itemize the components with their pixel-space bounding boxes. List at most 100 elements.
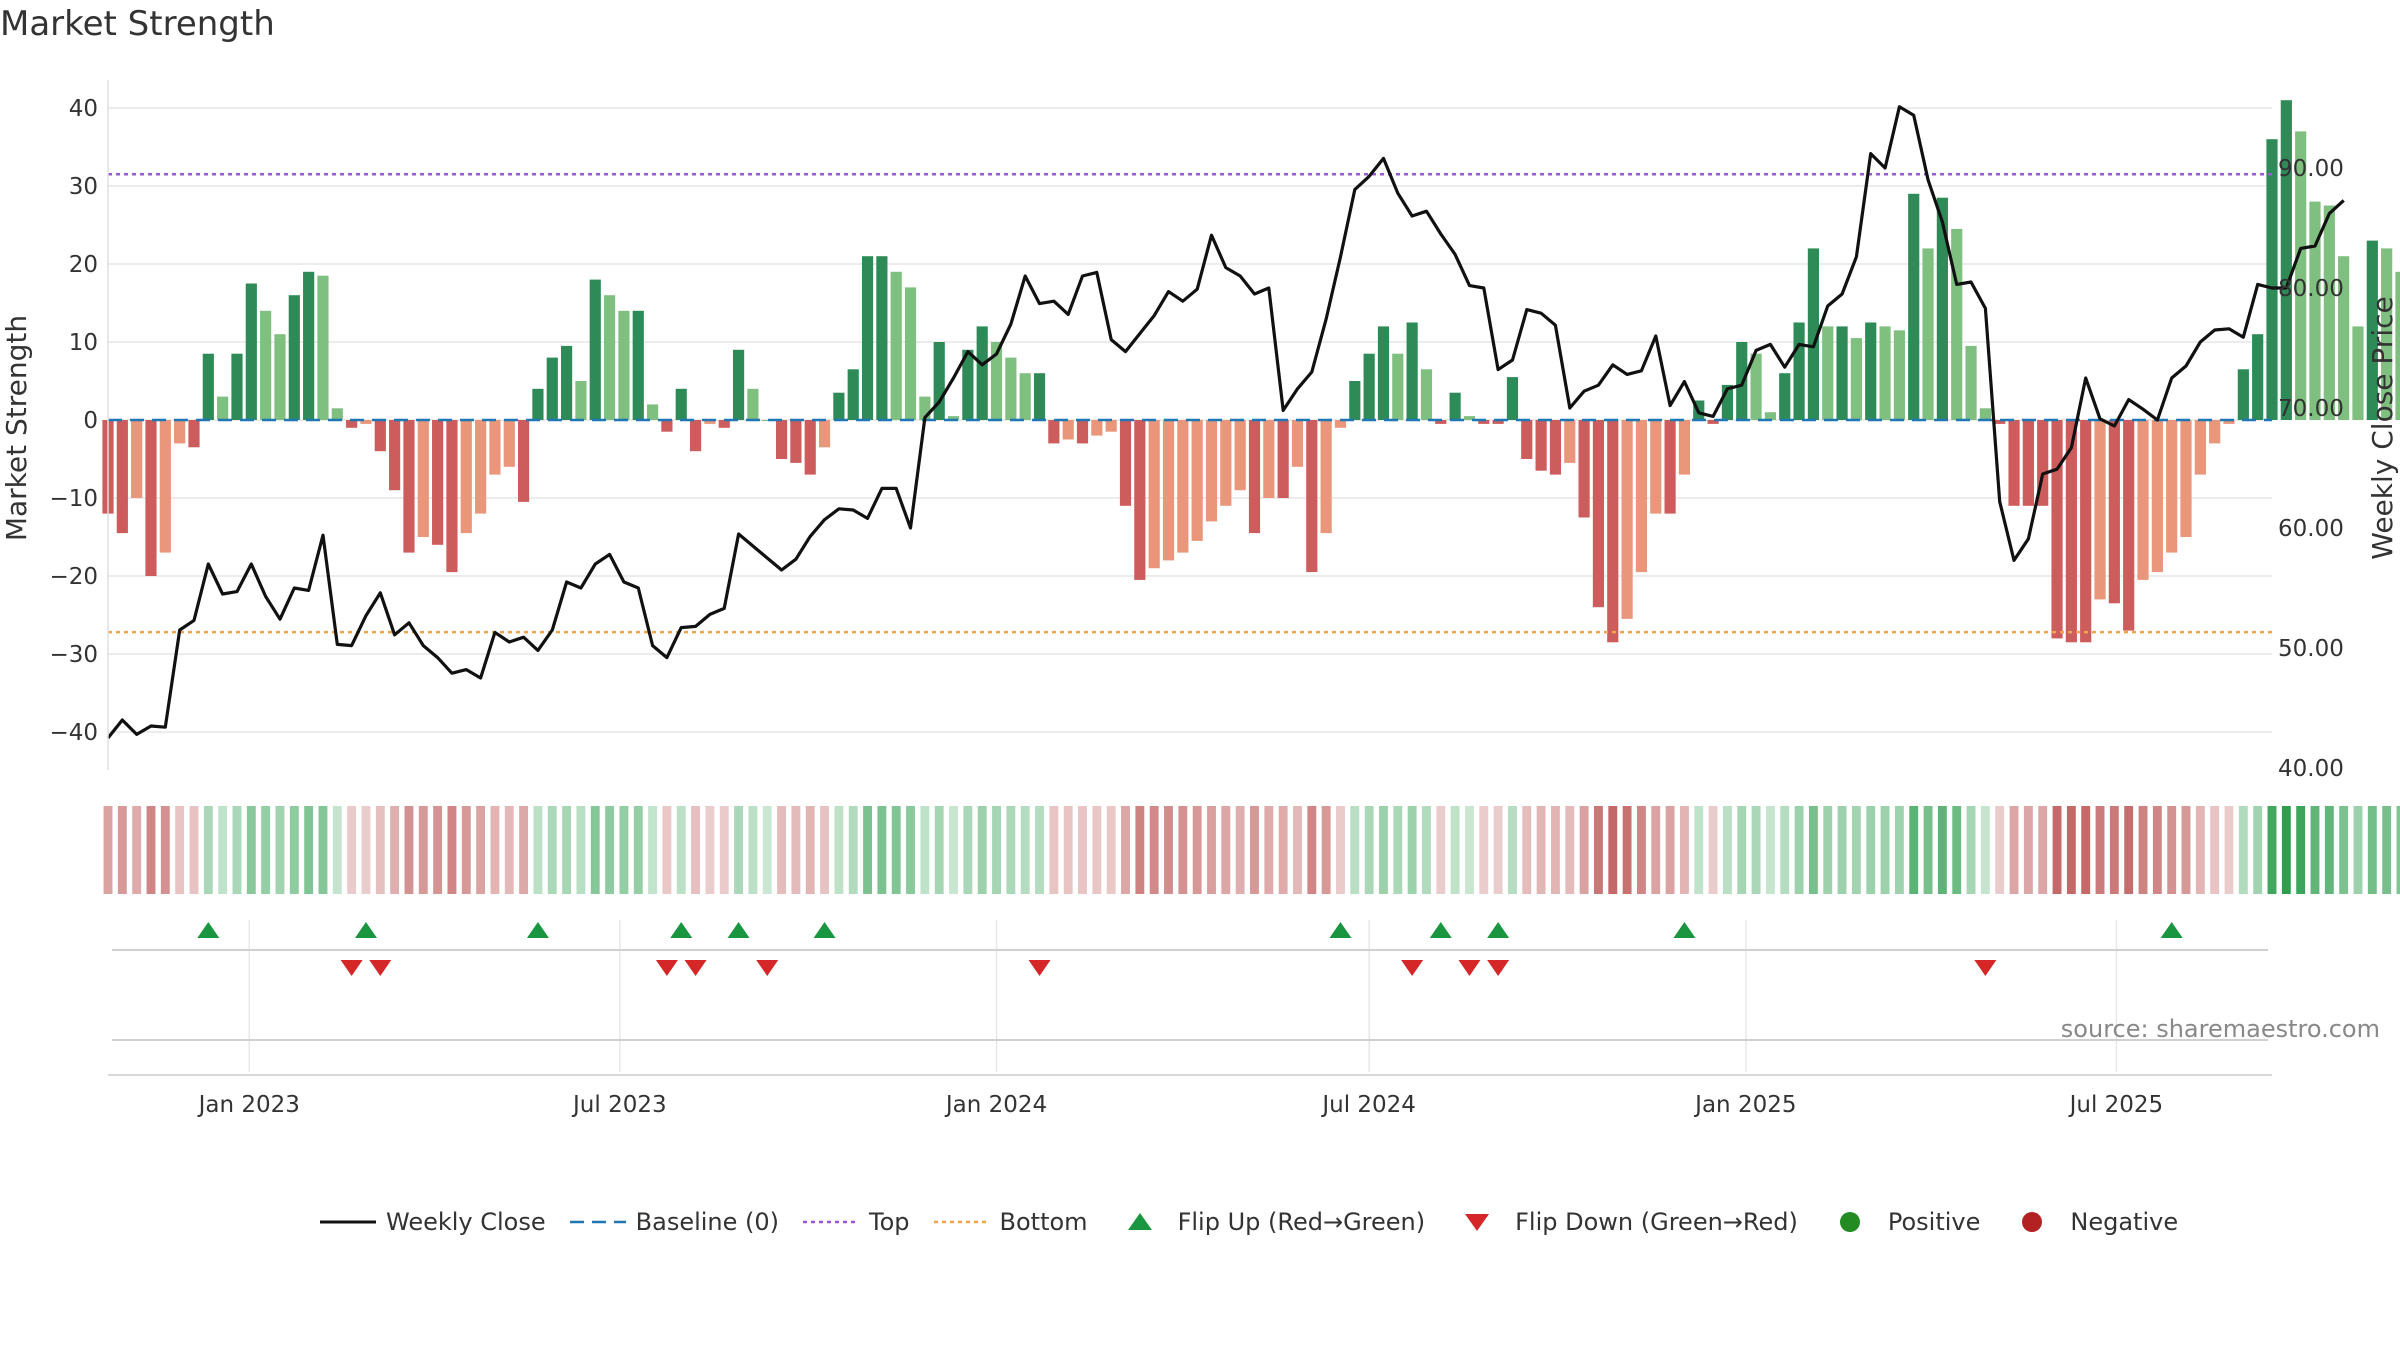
- strength-bars: [102, 100, 2400, 643]
- strength-bar: [861, 256, 874, 420]
- strength-bar: [489, 420, 501, 475]
- strength-strip-cell: [1207, 806, 1216, 894]
- strength-strip-cell: [1135, 806, 1145, 894]
- strength-bar: [933, 342, 945, 420]
- strength-bar: [1048, 420, 1060, 444]
- strength-bar: [460, 420, 472, 534]
- strength-strip-cell: [2109, 806, 2119, 894]
- strength-strip-cell: [834, 806, 844, 894]
- strength-bar: [2381, 248, 2393, 420]
- strength-strip-cell: [1995, 806, 2005, 894]
- strength-bar: [1721, 384, 1734, 420]
- strength-strip-cell: [1149, 806, 1159, 894]
- strength-bar: [432, 420, 444, 545]
- strength-bar: [374, 420, 386, 452]
- strength-strip-cell: [920, 806, 930, 894]
- strength-bar: [303, 271, 315, 420]
- flip-up-marker: [197, 922, 220, 938]
- strength-bar: [1664, 420, 1676, 514]
- y-right-tick-label: 60.00: [2278, 516, 2344, 542]
- strength-strip-cell: [461, 806, 471, 894]
- strength-strip-cell: [748, 806, 758, 894]
- strength-bar: [1793, 322, 1805, 420]
- strength-bar: [2194, 420, 2206, 475]
- strength-bar: [1678, 420, 1691, 475]
- strength-strip-cell: [2023, 806, 2033, 894]
- strength-bar: [1807, 248, 1819, 420]
- strength-bar: [2366, 240, 2378, 420]
- strength-strip-cell: [2253, 806, 2263, 894]
- strength-bar: [1377, 326, 1390, 420]
- strength-strip-cell: [2324, 806, 2334, 894]
- strength-bar: [575, 381, 587, 420]
- legend-bottom: Bottom: [933, 1208, 1088, 1236]
- strength-bar: [632, 310, 644, 420]
- strength-strip-cell: [2339, 806, 2349, 894]
- strength-bar: [1492, 420, 1504, 424]
- strength-strip-cell: [2296, 806, 2306, 894]
- strength-strip-cell: [1851, 806, 1861, 894]
- strength-strip-cell: [2038, 806, 2048, 894]
- strength-strip-cell: [1379, 806, 1388, 894]
- strength-strip-cell: [2052, 806, 2062, 894]
- strength-bar: [1936, 197, 1948, 420]
- strength-strip-cell: [906, 806, 915, 894]
- strength-strip-cell: [963, 806, 973, 894]
- strength-bar: [1979, 408, 1991, 420]
- strength-bar: [446, 420, 458, 573]
- strength-strip-cell: [1694, 806, 1704, 894]
- strength-strip-cell: [576, 806, 586, 894]
- strength-strip-cell: [977, 806, 987, 894]
- strength-strip-cell: [1565, 806, 1575, 894]
- strength-bar: [689, 420, 702, 452]
- flip-down-marker: [1487, 960, 1510, 976]
- strength-strip-cell: [375, 806, 385, 894]
- strength-strip-cell: [160, 806, 170, 894]
- x-tick-label: Jul 2025: [2068, 1092, 2164, 1118]
- strength-strip-cell: [791, 806, 801, 894]
- legend-negative: Negative: [2002, 1208, 2178, 1236]
- strength-strip-cell: [1164, 806, 1173, 894]
- strength-bar: [2151, 420, 2163, 573]
- strength-bar: [775, 420, 788, 459]
- strength-bar: [1879, 326, 1891, 420]
- legend-positive: Positive: [1820, 1208, 1980, 1236]
- strength-strip-cell: [203, 806, 213, 894]
- strength-strip-cell: [547, 806, 557, 894]
- flip-up-marker: [1487, 922, 1510, 938]
- strength-strip-cell: [476, 806, 486, 894]
- strength-bar: [2237, 369, 2249, 420]
- strength-strip-cell: [1321, 806, 1331, 894]
- strength-bar: [188, 420, 200, 448]
- strength-strip-cell: [1608, 806, 1618, 894]
- strength-bar: [159, 420, 171, 553]
- strength-strip-cell: [103, 806, 113, 894]
- strength-strip-cell: [1780, 806, 1790, 894]
- strength-bar: [1105, 420, 1117, 432]
- strength-bar: [1836, 326, 1848, 420]
- strength-strip-cell: [2267, 806, 2277, 894]
- strength-strip-cell: [1078, 806, 1087, 894]
- strength-bar: [2338, 256, 2350, 420]
- strength-bar: [116, 420, 128, 534]
- strength-bar: [618, 310, 630, 420]
- strength-strip-cell: [648, 806, 658, 894]
- strength-strip-cell: [1551, 806, 1560, 894]
- weekly-close-line: [106, 105, 2345, 739]
- strength-bar: [1220, 420, 1232, 506]
- strength-strip-cell: [1063, 806, 1073, 894]
- strength-strip-cell: [590, 806, 600, 894]
- strength-strip-cell: [447, 806, 457, 894]
- strength-strip-cell: [1923, 806, 1933, 894]
- strength-bar: [1908, 193, 1920, 420]
- strength-strip-cell: [2224, 806, 2234, 894]
- strength-strip-cell: [418, 806, 428, 894]
- strength-strip-cell: [1465, 806, 1474, 894]
- strength-bar: [1549, 420, 1562, 475]
- strength-strip-cell: [1894, 806, 1904, 894]
- strength-strip-cell: [332, 806, 342, 894]
- strength-strip-cell: [1880, 806, 1890, 894]
- flip-down-marker: [1028, 960, 1051, 976]
- strength-bar: [2037, 420, 2049, 506]
- strength-bar: [2137, 420, 2149, 580]
